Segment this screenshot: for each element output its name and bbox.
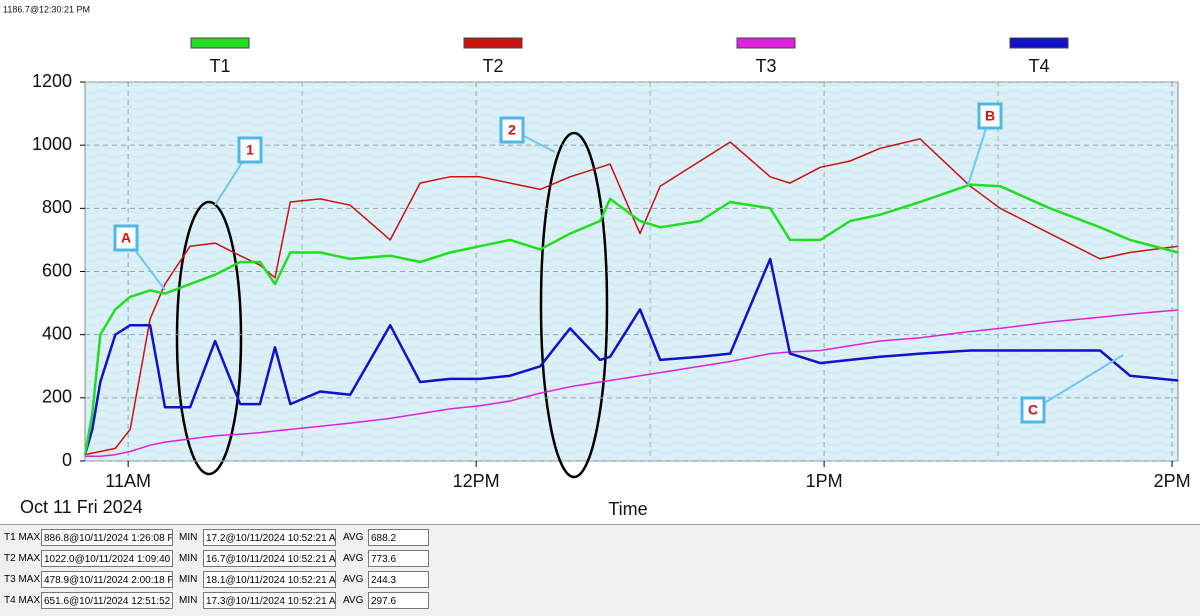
legend-label: T2: [482, 56, 503, 76]
callout-box: [237, 136, 263, 164]
avg-label: AVG: [343, 574, 364, 585]
callout-box: [977, 102, 1003, 130]
y-tick-label: 1000: [32, 134, 72, 154]
y-tick-label: 0: [62, 450, 72, 470]
highlight-ellipses: [175, 131, 609, 479]
min-label: MIN: [179, 595, 198, 606]
callout-arrow: [1032, 354, 1124, 411]
max-field: 478.9@10/11/2024 2:00:18 PM: [41, 571, 173, 588]
x-tick-label: 1PM: [806, 471, 843, 491]
series-line: [85, 309, 1179, 458]
max-field: 1022.0@10/11/2024 1:09:40 PM: [41, 550, 173, 567]
x-tick-label: 12PM: [453, 471, 500, 491]
date-label: Oct 11 Fri 2024: [20, 497, 143, 517]
row-label: T2 MAX: [4, 553, 41, 564]
x-axis-label: Time: [608, 499, 647, 519]
callout-label: B: [985, 108, 995, 124]
legend-swatch: [1009, 37, 1069, 49]
avg-field: 244.3: [368, 571, 429, 588]
legend-label: T1: [209, 56, 230, 76]
callout-label: A: [121, 230, 131, 246]
avg-label: AVG: [343, 553, 364, 564]
row-label: T3 MAX: [4, 574, 41, 585]
y-tick-label: 200: [42, 387, 72, 407]
min-field: 18.1@10/11/2024 10:52:21 AM: [203, 571, 336, 588]
chart: 1186.7@12:30:21 PM Oct 11 Fri 2024 Time …: [3, 4, 1191, 519]
min-label: MIN: [179, 553, 198, 564]
legend-swatch: [190, 37, 250, 49]
min-label: MIN: [179, 532, 198, 543]
legend-label: T4: [1028, 56, 1049, 76]
avg-field: 773.6: [368, 550, 429, 567]
y-tick-label: 1200: [32, 71, 72, 91]
stats-panel: T1 MAX 886.8@10/11/2024 1:26:08 PM MIN 17.2…: [0, 524, 1200, 616]
max-field: 886.8@10/11/2024 1:26:08 PM: [41, 529, 173, 546]
avg-field: 688.2: [368, 529, 429, 546]
max-field: 651.6@10/11/2024 12:51:52 PM: [41, 592, 173, 609]
min-field: 17.3@10/11/2024 10:52:21 AM: [203, 592, 336, 609]
callout-label: C: [1028, 402, 1038, 418]
series-line: [83, 183, 1179, 455]
row-label: T1 MAX: [4, 532, 41, 543]
y-tick-label: 600: [42, 260, 72, 280]
callout-box: [113, 224, 139, 252]
callout-label: 1: [246, 142, 254, 158]
avg-label: AVG: [343, 532, 364, 543]
min-field: 17.2@10/11/2024 10:52:21 AM: [203, 529, 336, 546]
x-tick-label: 2PM: [1154, 471, 1191, 491]
legend-label: T3: [755, 56, 776, 76]
min-field: 16.7@10/11/2024 10:52:21 AM: [203, 550, 336, 567]
legend-swatch: [463, 37, 523, 49]
y-tick-label: 800: [42, 197, 72, 217]
legend-swatch: [736, 37, 796, 49]
avg-label: AVG: [343, 595, 364, 606]
status-readout: 1186.7@12:30:21 PM: [3, 4, 90, 14]
callout-box: [499, 116, 525, 144]
x-tick-label: 11AM: [105, 471, 151, 491]
callout-label: 2: [508, 122, 516, 138]
series-line: [83, 257, 1179, 456]
min-label: MIN: [179, 574, 198, 585]
row-label: T4 MAX: [4, 595, 41, 606]
y-tick-label: 400: [42, 323, 72, 343]
avg-field: 297.6: [368, 592, 429, 609]
callout-box: [1020, 396, 1046, 424]
series-line: [84, 138, 1179, 456]
